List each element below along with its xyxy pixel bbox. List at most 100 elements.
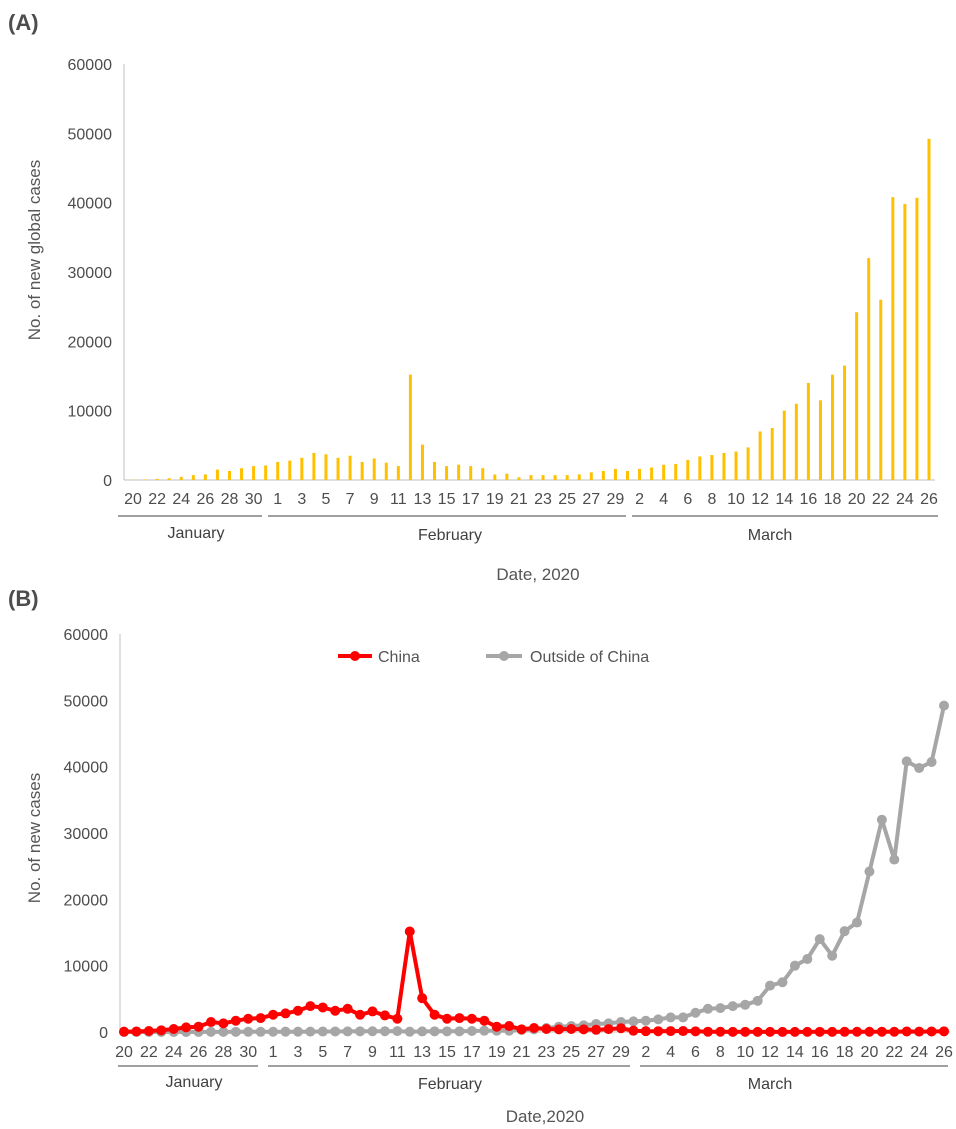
panel-a-x-tick-label-13: 15 — [438, 491, 456, 508]
legend-china-marker — [350, 651, 360, 661]
panel-a-y-axis-title: No. of new global cases — [25, 160, 44, 341]
panel-b-x-tick-label-26: 12 — [761, 1044, 779, 1061]
panel-b-y-tick-label-3: 30000 — [64, 826, 109, 843]
series-outside-point-22 — [392, 1026, 403, 1037]
panel-b-month-february: February — [418, 1076, 482, 1093]
bar-26 — [445, 466, 449, 480]
bar-51 — [746, 447, 750, 480]
series-outside-point-41 — [628, 1016, 639, 1027]
panel-a-x-tick-label-19: 27 — [582, 491, 600, 508]
series-outside-point-58 — [839, 926, 850, 937]
panel-a-x-tick-label-9: 7 — [346, 491, 355, 508]
series-outside-point-51 — [752, 995, 763, 1006]
series-china-point-62 — [889, 1026, 900, 1037]
panel-a-x-tick-label-30: 20 — [848, 491, 866, 508]
series-outside-point-23 — [404, 1026, 415, 1037]
bar-37 — [577, 474, 581, 480]
bar-61 — [867, 258, 871, 480]
bar-3 — [167, 478, 171, 480]
panel-b-x-tick-label-22: 4 — [666, 1044, 675, 1061]
bar-39 — [601, 470, 605, 480]
legend-outside-marker — [499, 651, 509, 661]
series-china-point-20 — [367, 1006, 378, 1017]
panel-a-x-tick-label-8: 5 — [322, 491, 331, 508]
series-china-point-24 — [417, 993, 428, 1004]
panel-a-x-tick-label-22: 4 — [659, 491, 668, 508]
panel-b-x-tick-label-24: 8 — [716, 1044, 725, 1061]
series-china-point-43 — [653, 1026, 664, 1037]
series-outside-point-56 — [814, 934, 825, 945]
panel-a-x-tick-label-0: 20 — [124, 491, 142, 508]
bar-28 — [469, 466, 473, 480]
series-china-point-5 — [181, 1022, 192, 1033]
panel-a-x-tick-label-2: 24 — [172, 491, 190, 508]
series-outside-point-60 — [864, 866, 875, 877]
panel-b: (B) No. of new cases 0 10000 20000 30000 400… — [8, 586, 953, 1126]
bar-24 — [420, 444, 424, 480]
series-china-point-2 — [143, 1026, 154, 1037]
panel-a-y-tick-label-2: 20000 — [68, 334, 113, 351]
panel-a-x-tick-label-3: 26 — [196, 491, 214, 508]
bar-47 — [698, 456, 702, 480]
series-china-point-21 — [379, 1010, 390, 1021]
panel-b-x-tick-label-1: 22 — [140, 1044, 158, 1061]
panel-b-y-tick-label-0: 0 — [99, 1025, 108, 1042]
panel-b-x-tick-label-15: 19 — [488, 1044, 506, 1061]
series-outside-point-49 — [727, 1001, 738, 1012]
series-china-point-0 — [119, 1026, 129, 1037]
panel-a-month-groups: January February March — [168, 525, 793, 544]
bar-36 — [565, 475, 569, 480]
series-china-point-52 — [765, 1026, 776, 1037]
bar-41 — [625, 470, 629, 480]
panel-a-y-tick-label-4: 40000 — [68, 196, 113, 213]
panel-a-x-tick-label-29: 18 — [824, 491, 842, 508]
series-outside-point-48 — [715, 1003, 726, 1014]
series-china-point-61 — [876, 1026, 887, 1037]
panel-b-x-tick-label-25: 10 — [736, 1044, 754, 1061]
panel-a-x-ticks: 20 22 24 26 28 30 1 3 5 7 9 11 13 15 17 19 21 23 25 27 29 2 4 6… — [118, 491, 938, 517]
bar-56 — [806, 382, 810, 480]
series-china-point-34 — [541, 1024, 552, 1035]
bar-30 — [493, 474, 497, 480]
panel-b-x-tick-label-8: 5 — [318, 1044, 327, 1061]
series-china-point-33 — [529, 1023, 539, 1034]
panel-b-x-ticks: 20 22 24 26 28 30 1 3 5 7 9 11 13 15 17 19 21 23 25 27 29 2 4 6… — [115, 1044, 953, 1067]
series-outside-point-14 — [292, 1026, 303, 1037]
panel-b-x-tick-label-23: 6 — [691, 1044, 700, 1061]
series-outside-point-46 — [690, 1007, 701, 1018]
panel-b-x-tick-label-33: 26 — [935, 1044, 953, 1061]
panel-b-x-tick-label-27: 14 — [786, 1044, 804, 1061]
series-china-point-46 — [690, 1026, 701, 1037]
series-china-point-12 — [268, 1009, 279, 1020]
bar-49 — [722, 452, 726, 480]
series-outside-point-47 — [702, 1003, 713, 1014]
panel-a-x-tick-label-16: 21 — [510, 491, 528, 508]
panel-a-month-march: March — [748, 527, 792, 544]
bar-48 — [710, 455, 714, 480]
series-china-point-59 — [852, 1026, 863, 1037]
bar-20 — [372, 458, 376, 480]
panel-a-y-tick-label-1: 10000 — [68, 404, 113, 421]
panel-a-x-tick-label-33: 26 — [920, 491, 938, 508]
series-china-point-14 — [292, 1005, 303, 1016]
bar-46 — [686, 459, 690, 480]
series-china-point-15 — [305, 1001, 316, 1012]
panel-b-x-tick-label-4: 28 — [214, 1044, 232, 1061]
panel-a-x-tick-label-28: 16 — [799, 491, 817, 508]
bar-13 — [288, 460, 292, 480]
series-outside-point-59 — [852, 917, 863, 928]
series-outside-point-25 — [429, 1026, 440, 1037]
series-china-point-37 — [578, 1024, 589, 1035]
bar-34 — [541, 475, 545, 480]
bar-38 — [589, 472, 593, 480]
bar-58 — [831, 374, 835, 480]
panel-a-y-tick-label-6: 60000 — [68, 57, 113, 74]
series-china-point-49 — [727, 1026, 738, 1037]
series-outside-point-53 — [777, 977, 788, 988]
series-outside-point-26 — [442, 1026, 453, 1037]
series-china-point-58 — [839, 1026, 850, 1037]
panel-a-x-tick-label-10: 9 — [370, 491, 379, 508]
panel-b-x-tick-label-14: 17 — [463, 1044, 481, 1061]
series-china-point-41 — [628, 1025, 639, 1036]
